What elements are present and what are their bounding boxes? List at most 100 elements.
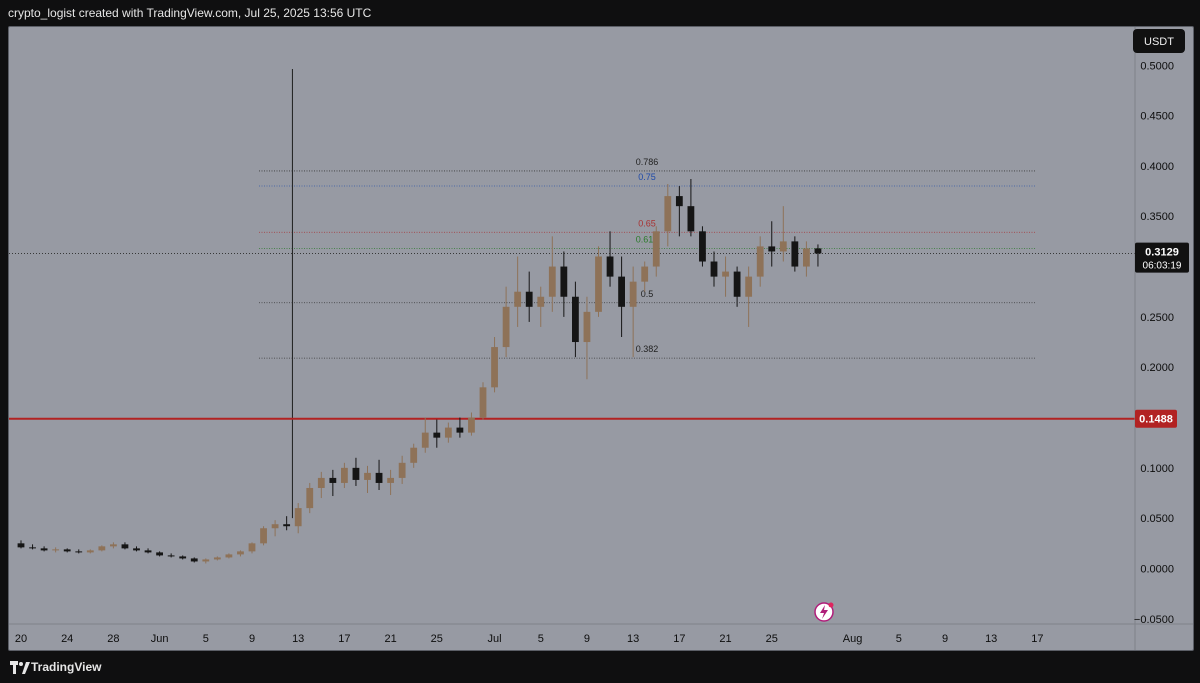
- candle-body: [687, 206, 695, 232]
- candle: [398, 455, 406, 484]
- candle: [167, 553, 175, 558]
- candle-body: [768, 246, 776, 252]
- chart-overlays[interactable]: [814, 602, 834, 622]
- candle-body: [745, 276, 753, 297]
- candle-body: [75, 551, 83, 553]
- candle-body: [29, 547, 36, 549]
- candle: [237, 550, 244, 557]
- time-axis[interactable]: 20 24 28 Jun 5 9 13 17 21 25 Jul 5 9 13 17 21 25 Aug 5 9 13 1…: [9, 623, 1193, 645]
- fib-level-0.786-label: 0.786: [636, 157, 659, 167]
- candle-body: [468, 417, 475, 433]
- candle-body: [213, 557, 221, 560]
- candle: [352, 457, 360, 486]
- support-price-badge: 0.1488: [1135, 409, 1177, 428]
- candle-body: [421, 432, 429, 448]
- candle: [202, 558, 210, 564]
- fibonacci-retracement[interactable]: 0.786 0.75 0.65 0.618 0.5 0.382: [259, 157, 1036, 359]
- candle-body: [306, 487, 314, 509]
- candle: [791, 236, 799, 272]
- footer: TradingView: [0, 655, 1200, 683]
- candle: [675, 186, 683, 237]
- time-tick-label: 13: [627, 633, 639, 645]
- last-price-value: 0.3129: [1145, 247, 1179, 259]
- candle: [110, 542, 117, 549]
- candle-body: [410, 447, 418, 463]
- time-tick-label: 21: [384, 633, 396, 645]
- candle-body: [652, 231, 660, 267]
- candle-body: [710, 261, 718, 277]
- candle: [294, 503, 302, 534]
- candle: [456, 417, 464, 438]
- candle-body: [294, 508, 302, 527]
- currency-button[interactable]: USDT: [1133, 29, 1185, 53]
- fib-level-0.5-label: 0.5: [641, 289, 654, 299]
- candle: [329, 469, 337, 497]
- candle-body: [525, 291, 533, 307]
- time-tick-label: 5: [203, 633, 209, 645]
- candle-body: [664, 196, 672, 232]
- candle: [213, 556, 221, 561]
- candle: [629, 266, 637, 358]
- price-axis[interactable]: 0.5000 0.4500 0.4000 0.3500 0.2500 0.2000 0.10…: [1134, 27, 1174, 650]
- candle: [75, 549, 83, 554]
- candle: [156, 551, 163, 557]
- chart-panel[interactable]: 0.786 0.75 0.65 0.618 0.5 0.382 0.5000 0.4500 0…: [8, 26, 1194, 651]
- candle: [514, 256, 522, 327]
- currency-button-bg[interactable]: [1133, 29, 1185, 53]
- candle-body: [248, 543, 256, 552]
- lightning-icon-dot: [828, 602, 834, 608]
- candle-body: [86, 550, 94, 553]
- lightning-icon[interactable]: [814, 602, 834, 622]
- candle: [375, 459, 383, 490]
- candle: [664, 184, 672, 247]
- candle: [606, 231, 614, 287]
- candle-body: [237, 551, 244, 555]
- candle-body: [572, 296, 579, 343]
- time-tick-label: 28: [107, 633, 119, 645]
- candle: [710, 251, 718, 287]
- fib-level-0.75-label: 0.75: [638, 172, 656, 182]
- price-tick-label: 0.3500: [1140, 211, 1174, 223]
- candle-body: [779, 241, 787, 252]
- time-tick-label: 9: [942, 633, 948, 645]
- candle: [525, 271, 533, 322]
- time-tick-label: 25: [431, 633, 443, 645]
- currency-label: USDT: [1144, 36, 1174, 48]
- candle: [803, 241, 810, 277]
- time-tick-label: 17: [338, 633, 350, 645]
- candle: [306, 482, 314, 514]
- candle: [583, 296, 591, 380]
- candle: [722, 256, 729, 297]
- candle: [260, 526, 267, 546]
- candle: [687, 178, 695, 237]
- candle-body: [364, 472, 371, 480]
- candle-body: [456, 427, 464, 433]
- candle: [179, 555, 187, 560]
- candle-body: [433, 432, 441, 438]
- candle-body: [341, 467, 348, 483]
- candle-body: [606, 256, 614, 277]
- candle: [560, 251, 568, 317]
- candle-body: [502, 306, 510, 348]
- time-tick-label: 25: [766, 633, 778, 645]
- time-tick-label: Jun: [151, 633, 169, 645]
- time-tick-label: 13: [292, 633, 304, 645]
- candle: [341, 462, 348, 488]
- candle-body: [167, 555, 175, 557]
- time-tick-label: 5: [538, 633, 544, 645]
- candle: [421, 417, 429, 453]
- brand-name: TradingView: [31, 660, 102, 674]
- candle: [491, 337, 498, 393]
- candle: [733, 266, 741, 307]
- candle-body: [156, 552, 163, 556]
- price-tick-label: 0.0000: [1140, 564, 1174, 576]
- candle-body: [629, 281, 637, 307]
- candle-body: [398, 462, 406, 478]
- candle-body: [583, 311, 591, 343]
- candle: [364, 465, 371, 494]
- candle-body: [121, 544, 129, 549]
- lightning-icon-bolt: [820, 605, 828, 619]
- tradingview-logo-icon: [10, 661, 30, 674]
- candle-body: [63, 549, 71, 552]
